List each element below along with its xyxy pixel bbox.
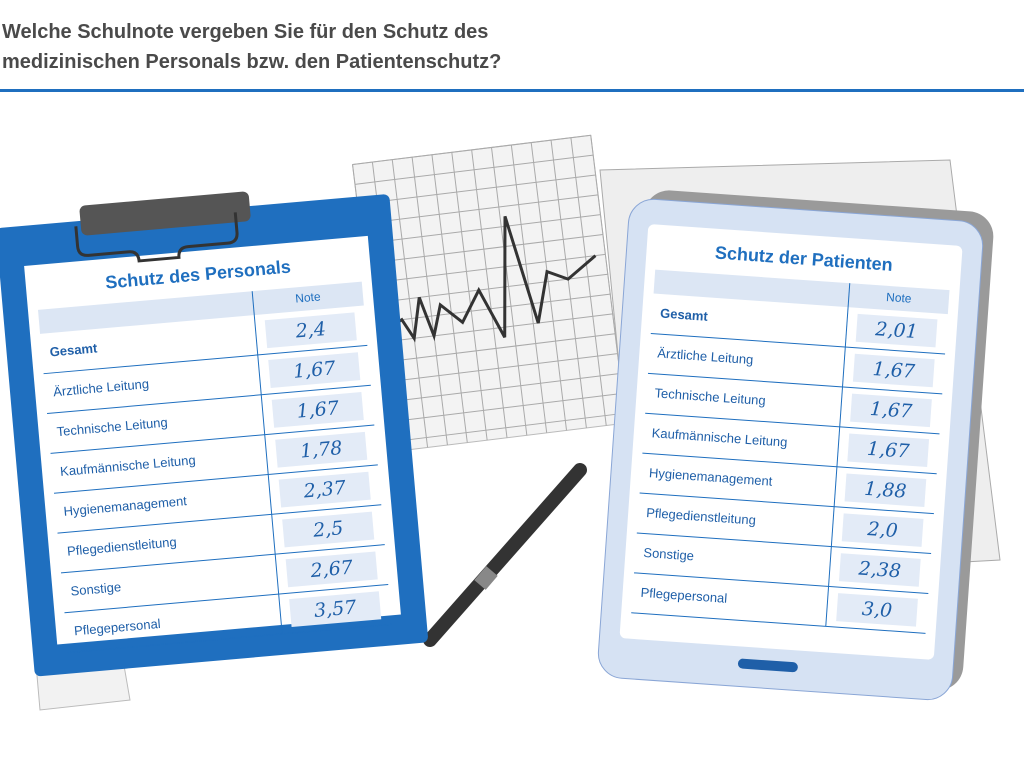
- grade: 1,78: [299, 437, 343, 463]
- grid-line: [431, 154, 468, 443]
- grid-line: [376, 333, 616, 364]
- title-line: Welche Schulnote vergeben Sie für den Sc…: [2, 21, 488, 43]
- grade-box: [268, 352, 361, 388]
- grade-box: [855, 313, 938, 348]
- grade: 2,5: [311, 517, 344, 542]
- grid-line: [362, 214, 601, 245]
- row-divider: [53, 464, 378, 494]
- grid-line: [354, 154, 594, 185]
- grid-line: [411, 157, 448, 446]
- grid-line: [367, 253, 606, 285]
- grade: 2,0: [866, 518, 899, 542]
- column-divider: [251, 291, 283, 634]
- grid-line: [550, 140, 587, 429]
- row-divider: [645, 412, 940, 435]
- grade-box: [278, 471, 371, 508]
- grid-line: [359, 194, 599, 225]
- grade-box: [847, 433, 930, 468]
- grid-line: [451, 152, 488, 441]
- pen: [423, 463, 587, 647]
- grade: 3,0: [861, 598, 893, 622]
- grid-line: [352, 134, 591, 166]
- grid-line: [357, 174, 596, 205]
- row-divider: [642, 452, 937, 475]
- grid-line: [371, 293, 611, 324]
- row-divider: [64, 583, 389, 614]
- grade-box: [275, 431, 368, 468]
- row-divider: [57, 504, 382, 534]
- grade: 2,01: [874, 318, 919, 343]
- grade: 2,38: [857, 557, 902, 582]
- ecg-paper: [351, 134, 627, 453]
- title-line: medizinischen Personals bzw. den Patient…: [2, 51, 501, 73]
- grid-line: [386, 412, 625, 443]
- grade: 2,37: [302, 477, 348, 503]
- row-divider: [639, 492, 934, 515]
- row-divider: [636, 532, 932, 555]
- grid-line: [379, 353, 618, 384]
- title-rule: [0, 89, 1024, 92]
- row-label: Sonstige: [643, 545, 695, 563]
- column-divider: [825, 283, 851, 627]
- grid-line: [364, 234, 603, 265]
- column-header: Note: [295, 289, 322, 305]
- grid-line: [391, 159, 429, 448]
- row-label: Pflegepersonal: [640, 585, 728, 606]
- grade: 2,67: [309, 556, 355, 582]
- row-divider: [67, 623, 392, 654]
- tablet: Schutz der PatientenNoteGesamt2,01Ärztli…: [597, 190, 994, 701]
- column-header: Note: [886, 290, 913, 306]
- grid-line: [384, 392, 623, 424]
- row-divider: [50, 424, 375, 454]
- grade: 3,57: [313, 596, 358, 622]
- grid-line: [570, 137, 607, 426]
- grade-box: [844, 473, 927, 507]
- grade-box: [285, 551, 378, 588]
- row-divider: [650, 332, 946, 355]
- grade: 1,67: [866, 438, 911, 463]
- grid-line: [381, 372, 621, 404]
- grade-box: [850, 393, 932, 428]
- grid-line: [471, 149, 508, 438]
- grade-box: [271, 392, 364, 428]
- grade-box: [282, 511, 375, 548]
- grade: 2,4: [294, 318, 327, 343]
- row-divider: [60, 544, 385, 574]
- row-label: Gesamt: [49, 340, 98, 359]
- grade: 1,67: [869, 398, 914, 423]
- grade: 1,67: [296, 397, 341, 423]
- grade-box: [841, 513, 924, 547]
- row-divider: [633, 572, 929, 594]
- row-divider: [631, 612, 926, 634]
- grid-line: [490, 147, 528, 436]
- row-label: Sonstige: [70, 579, 122, 598]
- grade: 1,67: [292, 357, 337, 383]
- row-divider: [647, 372, 943, 395]
- header-band: [37, 281, 364, 334]
- grade-box: [264, 312, 357, 349]
- grade: 1,67: [872, 358, 917, 383]
- grade-box: [838, 553, 921, 587]
- grade-box: [289, 591, 382, 628]
- grid-line: [530, 142, 568, 431]
- grade-box: [852, 353, 935, 388]
- row-label: Ärztliche Leitung: [657, 345, 754, 367]
- grade-box: [836, 593, 918, 627]
- row-label: Gesamt: [660, 306, 709, 324]
- row-divider: [47, 384, 371, 415]
- header-band: [653, 269, 950, 315]
- grade: 1,88: [864, 478, 908, 503]
- row-divider: [43, 344, 368, 375]
- clipboard: Schutz des PersonalsNoteGesamt2,4Ärztlic…: [0, 191, 428, 677]
